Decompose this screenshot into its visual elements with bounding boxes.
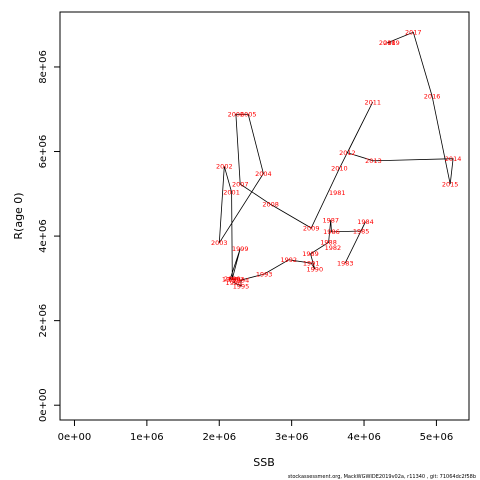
point-label-2013: 2013 [365,157,382,165]
y-axis: 0e+00 2e+06 4e+06 6e+06 8e+06 [38,50,61,422]
point-label-2002: 2002 [216,163,233,171]
point-label-2003: 2003 [211,239,228,247]
point-label-2019: 2019 [383,39,400,47]
point-label-2008: 2008 [262,201,279,209]
point-label-2012: 2012 [339,149,356,157]
point-label-1986: 1986 [323,228,340,236]
x-tick-label: 4e+06 [347,432,381,443]
y-tick-label: 0e+00 [38,388,49,422]
point-label-1982: 1982 [325,244,342,252]
point-label-2016: 2016 [424,92,441,100]
x-tick-label: 5e+06 [420,432,454,443]
x-axis-title: SSB [253,456,275,469]
point-label-1985: 1985 [353,227,370,235]
point-label-1992: 1992 [280,256,297,264]
point-label-2018: 2018 [379,39,396,47]
y-tick-label: 4e+06 [38,219,49,253]
y-tick-label: 6e+06 [38,135,49,169]
y-tick-label: 8e+06 [38,50,49,84]
point-label-2011: 2011 [364,98,381,106]
x-tick-label: 3e+06 [275,432,309,443]
point-label-1989: 1989 [302,250,319,258]
y-axis-title: R(age 0) [12,192,25,239]
point-label-1990: 1990 [307,265,324,273]
footnote: stockassessment.org, MackWGWIDE2019v02a,… [288,474,476,480]
point-label-2007: 2007 [232,180,249,188]
point-label-1998: 1998 [222,276,239,284]
series-line [218,31,454,287]
x-tick-label: 0e+00 [58,432,92,443]
point-label-1991: 1991 [303,259,320,267]
point-label-1994: 1994 [233,276,250,284]
plot-frame [59,11,470,421]
point-label-2010: 2010 [331,165,348,173]
point-label-1983: 1983 [337,259,354,267]
point-label-1984: 1984 [357,218,374,226]
point-label-2004: 2004 [255,170,272,178]
point-label-2006: 2006 [228,111,245,119]
point-labels: 1983198419851986198719881989199019911992… [211,29,461,291]
point-label-2001: 2001 [223,188,240,196]
point-label-2015: 2015 [442,180,459,188]
series-path [218,31,454,287]
x-tick-label: 1e+06 [130,432,164,443]
x-axis: 0e+00 1e+06 2e+06 3e+06 4e+06 5e+06 [58,419,454,443]
y-tick-label: 2e+06 [38,304,49,338]
point-label-1981: 1981 [329,189,346,197]
point-label-1988: 1988 [320,239,337,247]
point-label-2014: 2014 [445,155,462,163]
point-label-2005: 2005 [240,111,257,119]
point-label-1996: 1996 [225,279,242,287]
x-tick-label: 2e+06 [202,432,236,443]
point-label-1995: 1995 [233,282,250,290]
point-label-2017: 2017 [405,29,422,37]
point-label-2000: 2000 [224,275,241,283]
point-label-1987: 1987 [322,216,339,224]
point-label-2009: 2009 [303,224,320,232]
point-label-1997: 1997 [228,276,245,284]
point-label-1993: 1993 [256,270,273,278]
point-label-1999: 1999 [232,245,249,253]
